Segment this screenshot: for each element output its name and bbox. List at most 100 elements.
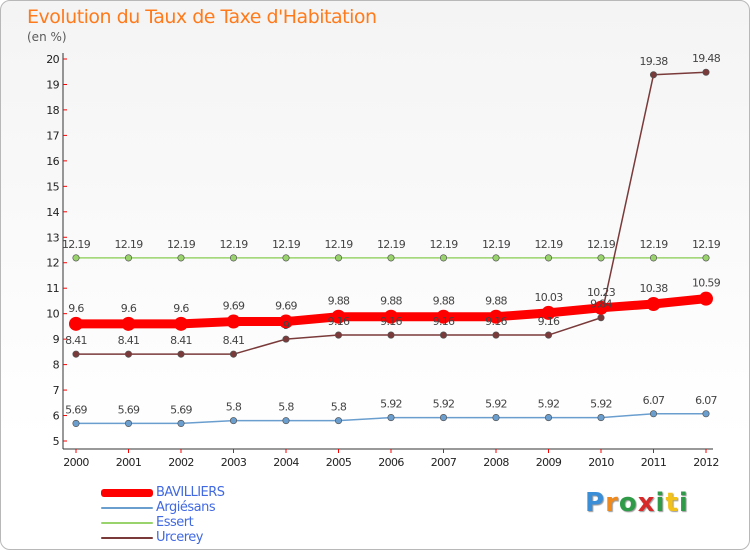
legend-label: Essert — [156, 515, 194, 530]
data-point — [439, 414, 448, 422]
data-label: 5.92 — [485, 398, 507, 411]
data-point — [72, 419, 80, 427]
data-point — [72, 350, 80, 358]
data-label: 8.41 — [65, 334, 87, 347]
data-point — [594, 300, 608, 315]
data-label: 9.6 — [68, 302, 84, 315]
data-point — [597, 314, 605, 322]
data-point — [649, 254, 658, 262]
data-point — [177, 254, 185, 262]
data-label: 9.16 — [380, 315, 402, 328]
data-point — [649, 410, 658, 418]
y-tick-label: 16 — [46, 155, 59, 168]
data-point — [229, 350, 238, 358]
data-label: 12.19 — [535, 238, 564, 251]
data-point — [124, 419, 133, 427]
data-label: 10.38 — [640, 282, 669, 295]
logo-letter: i — [678, 488, 689, 518]
y-tick-label: 20 — [46, 53, 59, 66]
legend-label: Argiésans — [156, 500, 216, 515]
data-label: 5.8 — [278, 401, 294, 414]
legend-swatch — [101, 489, 153, 497]
y-tick-label: 10 — [46, 308, 59, 321]
data-label: 9 — [283, 319, 290, 332]
data-label: 5.69 — [170, 403, 192, 416]
data-point — [541, 305, 556, 320]
x-tick-label: 2012 — [693, 456, 719, 469]
data-label: 9.88 — [485, 295, 507, 308]
data-point — [177, 419, 185, 427]
y-tick-label: 7 — [53, 384, 60, 397]
x-tick-label: 2003 — [221, 456, 247, 469]
data-point — [702, 410, 710, 418]
chart-title: Evolution du Taux de Taxe d'Habitation — [27, 6, 377, 28]
data-point — [279, 314, 293, 329]
x-tick-label: 2001 — [116, 456, 142, 469]
data-point — [334, 254, 343, 262]
data-label: 10.59 — [692, 277, 721, 290]
data-point — [544, 414, 553, 422]
data-label: 12.19 — [587, 238, 616, 251]
data-point — [597, 254, 605, 262]
data-label: 12.19 — [62, 238, 91, 251]
data-point — [492, 331, 500, 339]
y-tick-label: 14 — [46, 206, 59, 219]
data-label: 9.16 — [538, 315, 560, 328]
data-point — [646, 296, 661, 311]
x-tick-label: 2005 — [326, 456, 352, 469]
data-label: 6.07 — [643, 394, 665, 407]
data-label: 9.88 — [433, 295, 455, 308]
data-point — [436, 309, 451, 324]
data-point — [282, 254, 290, 262]
legend-swatch — [101, 537, 153, 539]
data-label: 9.88 — [328, 295, 350, 308]
y-tick-label: 11 — [46, 282, 59, 295]
data-point — [702, 68, 710, 76]
x-tick-label: 2000 — [63, 456, 89, 469]
data-point — [229, 254, 238, 262]
x-tick-label: 2008 — [483, 456, 509, 469]
data-label: 12.19 — [692, 238, 721, 251]
data-point — [121, 316, 136, 331]
data-label: 5.8 — [226, 401, 242, 414]
data-point — [489, 309, 503, 324]
data-label: 12.19 — [482, 238, 511, 251]
logo-letter: t — [665, 488, 679, 518]
data-label: 12.19 — [377, 238, 406, 251]
data-label: 9.6 — [121, 302, 137, 315]
legend-swatch — [101, 507, 153, 509]
data-point — [439, 331, 448, 339]
y-tick-label: 6 — [53, 410, 60, 423]
data-label: 12.19 — [167, 238, 196, 251]
data-label: 12.19 — [272, 238, 301, 251]
logo-letter: r — [605, 488, 619, 518]
data-label: 12.19 — [115, 238, 144, 251]
data-label: 10.23 — [587, 286, 616, 299]
y-tick-label: 15 — [46, 180, 59, 193]
data-label: 5.92 — [538, 398, 560, 411]
proxiti-logo: Proxiti — [585, 488, 689, 518]
data-point — [334, 331, 343, 339]
data-label: 5.69 — [65, 403, 87, 416]
x-tick-label: 2011 — [641, 456, 667, 469]
data-label: 9.16 — [485, 315, 507, 328]
data-label: 9.69 — [275, 300, 297, 313]
y-tick-label: 17 — [46, 129, 59, 142]
data-point — [124, 350, 133, 358]
data-point — [72, 254, 80, 262]
x-tick-label: 2004 — [273, 456, 299, 469]
data-label: 6.07 — [695, 394, 717, 407]
data-point — [492, 254, 500, 262]
y-tick-label: 19 — [46, 78, 59, 91]
data-point — [544, 254, 553, 262]
data-point — [649, 71, 658, 79]
data-label: 10.03 — [535, 291, 564, 304]
data-label: 12.19 — [640, 238, 669, 251]
data-point — [226, 314, 241, 329]
y-tick-label: 9 — [53, 333, 60, 346]
x-tick-label: 2010 — [588, 456, 614, 469]
data-label: 8.41 — [170, 334, 192, 347]
y-tick-label: 5 — [53, 435, 60, 448]
data-label: 9.16 — [328, 315, 350, 328]
